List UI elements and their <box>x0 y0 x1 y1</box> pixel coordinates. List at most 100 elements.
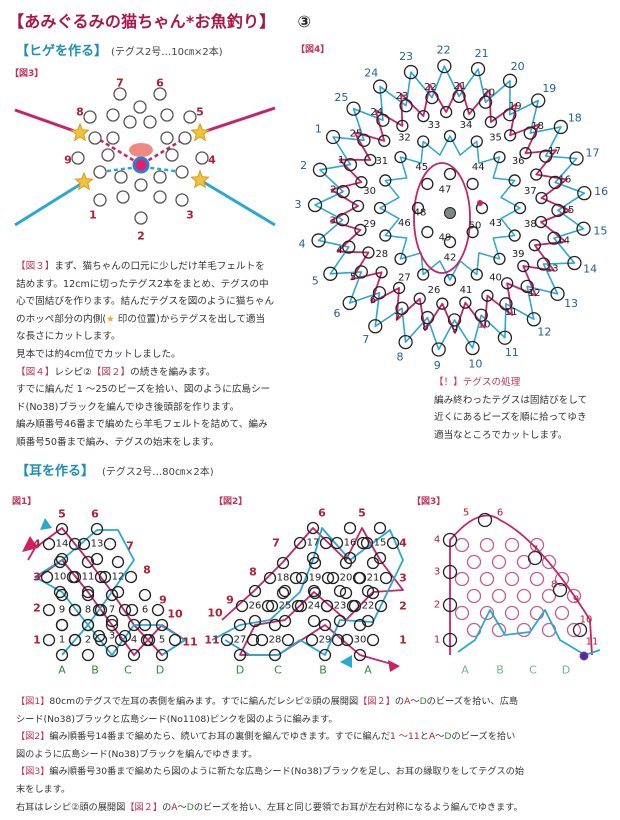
bead <box>466 225 479 239</box>
bead <box>94 603 108 617</box>
bead <box>470 61 486 77</box>
head-cell-number: 28 <box>375 249 388 260</box>
bead <box>567 255 582 271</box>
bead <box>123 115 137 129</box>
head-cell-number: 19 <box>509 101 522 112</box>
head-cell-number: 24 <box>370 107 383 118</box>
bead <box>366 556 380 570</box>
ear2-cell-number: 24 <box>308 601 321 612</box>
head-outer-label: 16 <box>594 185 608 198</box>
ear3-side-label: 2 <box>434 600 440 611</box>
head-cell-number: 6 <box>370 295 376 306</box>
head-cell-number: 9 <box>452 324 458 335</box>
ear1-cell-number: 2 <box>85 635 91 646</box>
ear1-cell-number: 5 <box>159 635 165 646</box>
bead <box>470 268 483 281</box>
fig3-whisker-label: 【図3】 <box>10 69 44 79</box>
bead <box>55 552 69 566</box>
whisker-bead-label: 4 <box>208 154 216 167</box>
bead <box>353 571 367 585</box>
head-outer-label: 12 <box>537 325 551 338</box>
text-segment: 【図２】 <box>91 366 131 378</box>
head-cell-number: 29 <box>363 219 376 230</box>
bead <box>83 110 97 124</box>
ear1-side-label: 1 <box>33 634 41 647</box>
bead <box>125 603 139 617</box>
bead <box>379 174 392 187</box>
bead <box>372 79 388 94</box>
bead <box>373 521 387 535</box>
text-segment: D <box>419 696 427 707</box>
bead <box>276 556 290 570</box>
bead <box>106 131 120 145</box>
bead <box>552 582 568 598</box>
text-segment: 末をします。 <box>16 783 71 795</box>
ear3-side-label: 10 <box>580 615 593 626</box>
bead <box>454 537 470 553</box>
bead <box>68 537 82 551</box>
whisker-diagram: 1 2 3 4 5 6 7 8 9 <box>14 77 276 243</box>
head-cell-number: 39 <box>512 249 525 260</box>
bead <box>160 108 174 122</box>
bead <box>346 101 361 116</box>
ear1-cell-number: 9 <box>59 605 65 616</box>
ear1-cell-number: 4 <box>131 635 137 646</box>
ear-fig1-label: 図1】 <box>12 497 37 507</box>
ear2-cell-number: 27 <box>234 635 247 646</box>
bead <box>263 571 277 585</box>
text-line: 詰めます。12cmに切ったテグス2本をまとめ、テグスの中 <box>16 276 274 294</box>
bead <box>106 108 120 122</box>
whisker-guide-blue <box>99 165 139 174</box>
bead <box>138 618 152 632</box>
text-segment: な長さにカットします。 <box>16 331 121 343</box>
bead <box>88 131 102 145</box>
bead <box>55 648 69 662</box>
end-marker <box>477 200 483 206</box>
ear1-cell-number: 10 <box>54 572 67 583</box>
bead <box>326 571 340 585</box>
text-line: シード(No38)ブラックと広島シード(No1108)ピンクを図のように編みます… <box>16 711 524 729</box>
bead <box>417 135 430 148</box>
bead <box>447 313 462 327</box>
bead <box>133 100 147 114</box>
text-line: 【図2】編み順番号14番まで編めたら、続いてお耳の裏側を編んでゆきます。すでに編… <box>16 728 524 746</box>
text-segment: シード(No38)ブラックと広島シード(No1108)ピンクを図のように編みます… <box>16 713 338 725</box>
bead <box>431 342 446 357</box>
text-segment: 80cmのテグスで左耳の表側を編みます。すでに編んだレシピ②頭の展開図 <box>49 696 359 707</box>
ear2-side-label: 5 <box>358 507 366 520</box>
bead <box>90 522 104 536</box>
note-box: 【！】テグスの処理 編み終わったテグスは固結びをして 近くにあるビーズを順に拾っ… <box>434 374 587 444</box>
bead <box>395 301 409 315</box>
ear1-cell-number: 6 <box>142 605 148 616</box>
ear2-bottom-label: B <box>319 664 327 677</box>
ear2-side-label: 11 <box>204 634 219 647</box>
bead <box>111 555 125 569</box>
bead <box>528 239 541 252</box>
ear2-cell-number: 16 <box>344 538 357 549</box>
text-segment: A <box>428 731 436 743</box>
bead <box>411 201 425 215</box>
ear2-thread-blue <box>211 527 404 656</box>
ear1-cell-number: 13 <box>91 539 104 550</box>
bead <box>312 162 328 177</box>
bead <box>336 184 350 199</box>
whisker-line-pink <box>199 106 276 135</box>
bead <box>94 570 108 584</box>
bead <box>378 134 391 147</box>
bead <box>526 312 542 327</box>
ear3-bottom-label: A <box>461 664 469 677</box>
bead <box>497 330 513 345</box>
bead <box>392 281 406 295</box>
head-cell-number: 31 <box>375 156 388 167</box>
bead <box>307 584 321 598</box>
bead <box>541 588 557 604</box>
bead <box>343 521 357 535</box>
bead <box>417 268 430 281</box>
bead <box>342 240 356 254</box>
head-outer-label: 13 <box>564 297 578 310</box>
ear1-cell-number: 14 <box>56 539 69 550</box>
page-title: 【あみぐるみの猫ちゃん*お魚釣り】 ③ <box>8 8 311 32</box>
ear3-bottom-label: D <box>562 664 570 677</box>
bead <box>339 586 353 600</box>
bead <box>454 605 470 621</box>
